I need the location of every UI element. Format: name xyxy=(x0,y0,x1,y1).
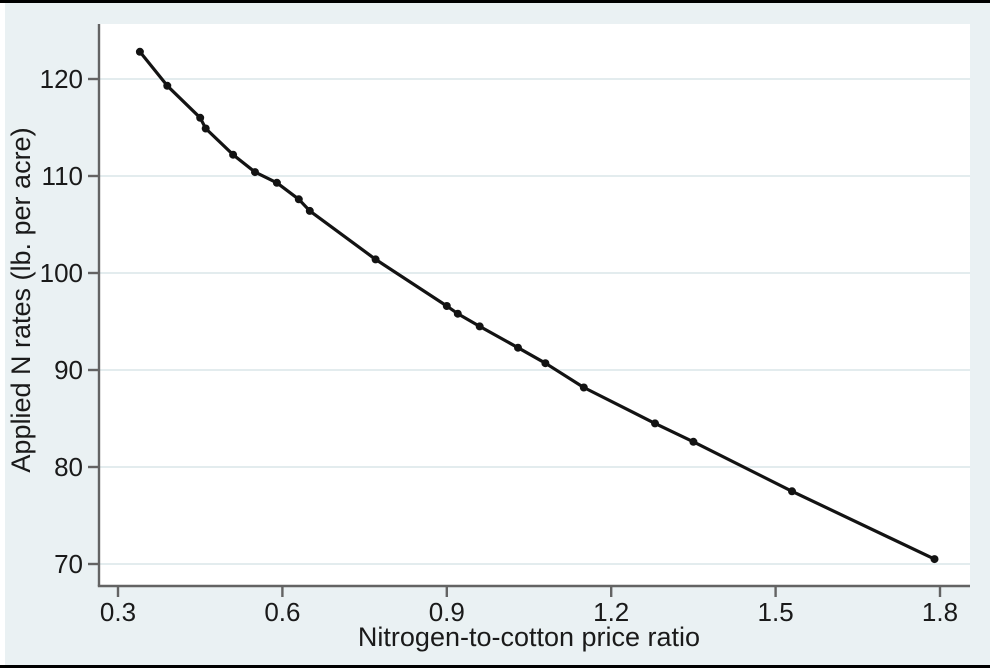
y-tick-label: 70 xyxy=(54,549,83,579)
data-point-marker xyxy=(163,81,172,90)
data-point-marker xyxy=(453,309,462,318)
top-border-bar xyxy=(0,0,990,3)
grid-layer xyxy=(100,78,970,565)
data-point-marker xyxy=(196,113,205,122)
x-tick-label: 1.5 xyxy=(758,597,794,627)
left-page-edge xyxy=(0,0,5,668)
y-tick-label: 100 xyxy=(40,258,83,288)
tick-layer: 70 80 90 100 110 120 0.3 0.6 0.9 1.2 1.5 1.8 xyxy=(40,64,958,627)
data-point-marker xyxy=(305,206,314,215)
data-point-marker xyxy=(371,255,380,264)
data-point-marker xyxy=(294,195,303,204)
data-point-marker xyxy=(201,124,210,133)
data-point-marker xyxy=(475,322,484,331)
data-point-marker xyxy=(251,168,259,177)
x-tick-label: 0.3 xyxy=(100,597,136,627)
data-point-marker xyxy=(689,437,698,446)
data-point-marker xyxy=(651,419,659,428)
data-point-marker xyxy=(930,555,939,564)
data-point-marker xyxy=(135,47,144,56)
data-point-marker xyxy=(514,343,522,352)
series-layer xyxy=(135,47,939,564)
plot-area xyxy=(99,24,970,586)
y-tick-label: 110 xyxy=(42,161,83,191)
x-tick-label: 1.8 xyxy=(922,597,958,627)
x-tick-label: 0.9 xyxy=(429,597,465,627)
x-tick-label: 1.2 xyxy=(593,597,629,627)
data-point-marker xyxy=(442,302,451,310)
series-line xyxy=(138,50,937,561)
data-point-marker xyxy=(229,150,238,159)
x-axis-title: Nitrogen-to-cotton price ratio xyxy=(358,622,700,652)
y-tick-label: 90 xyxy=(54,355,83,385)
bottom-border-bar xyxy=(0,665,990,668)
y-axis-title: Applied N rates (lb. per acre) xyxy=(6,127,36,472)
data-point-marker xyxy=(579,383,588,392)
data-point-marker xyxy=(541,359,550,368)
y-tick-label: 120 xyxy=(40,64,83,94)
data-point-marker xyxy=(272,178,281,187)
x-tick-label: 0.6 xyxy=(264,597,300,627)
data-point-marker xyxy=(788,487,796,496)
y-tick-label: 80 xyxy=(54,452,83,482)
